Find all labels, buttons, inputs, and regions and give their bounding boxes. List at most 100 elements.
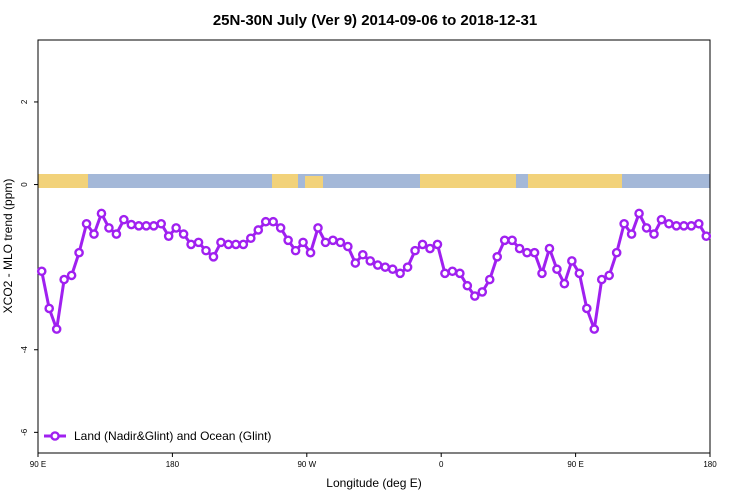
y-tick-label: -4 [20, 346, 29, 354]
y-tick-label: 0 [20, 182, 29, 187]
data-point [529, 247, 540, 258]
land-band [272, 174, 298, 188]
data-point [156, 218, 166, 229]
data-point [111, 229, 122, 239]
data-point [671, 221, 682, 231]
data-point [357, 249, 368, 260]
data-point [133, 221, 144, 231]
land-ocean-strip [38, 174, 710, 188]
data-point [559, 278, 570, 289]
data-point [305, 247, 316, 258]
data-point [582, 303, 592, 314]
data-point [664, 218, 674, 229]
data-point [604, 270, 615, 281]
x-tick-label: 180 [166, 460, 180, 469]
land-band [305, 176, 323, 188]
data-point [96, 208, 107, 219]
data-point [365, 256, 376, 266]
data-point [380, 262, 391, 272]
data-point [484, 274, 495, 285]
data-point [104, 223, 114, 233]
data-point [163, 231, 174, 241]
data-point [626, 229, 637, 239]
data-point [694, 218, 704, 229]
data-point [514, 243, 525, 254]
data-point [619, 218, 629, 229]
land-band [528, 174, 622, 188]
data-point [395, 268, 405, 279]
data-point [260, 216, 271, 227]
data-point [59, 274, 69, 285]
legend-label: Land (Nadir&Glint) and Ocean (Glint) [74, 429, 271, 443]
data-point [410, 245, 420, 256]
data-point [208, 252, 219, 262]
data-point [634, 208, 644, 219]
data-point [186, 239, 196, 250]
data-point [589, 324, 600, 334]
chart-title: 25N-30N July (Ver 9) 2014-09-06 to 2018-… [213, 12, 537, 29]
data-point [611, 247, 622, 258]
data-point [425, 243, 435, 254]
data-point [89, 229, 99, 239]
data-point [216, 237, 226, 248]
data-point [522, 247, 532, 258]
data-point [679, 221, 689, 231]
data-point [268, 216, 279, 227]
x-tick-label: 90 E [30, 460, 46, 469]
y-tick-label: 2 [20, 99, 29, 104]
data-point [328, 235, 338, 246]
data-point [313, 223, 323, 233]
data-point [275, 223, 286, 233]
data-point [171, 223, 181, 233]
y-axis-label: XCO2 - MLO trend (ppm) [1, 179, 15, 314]
data-point [701, 231, 712, 241]
data-point [477, 287, 488, 297]
data-point [343, 241, 353, 252]
data-point [36, 266, 47, 277]
data-point [81, 218, 92, 229]
data-point [231, 239, 241, 250]
data-point [119, 214, 129, 225]
data-point [223, 239, 234, 250]
data-point [402, 262, 413, 272]
data-point [537, 268, 547, 279]
data-point [141, 221, 152, 231]
data-point [238, 239, 249, 250]
land-band [38, 174, 88, 188]
legend-marker [50, 431, 60, 441]
data-point [417, 239, 428, 250]
data-point [253, 225, 264, 235]
data-point [686, 221, 697, 231]
data-point [201, 245, 211, 256]
data-point [440, 268, 450, 279]
data-point [649, 229, 659, 239]
data-point [290, 245, 301, 256]
data-point [469, 291, 480, 301]
data-point [656, 214, 667, 225]
data-point [335, 237, 346, 248]
data-point [298, 237, 308, 248]
plot-frame [37, 39, 711, 454]
data-point [178, 229, 189, 239]
data-point [492, 252, 503, 262]
series-line [40, 209, 708, 330]
data-point [567, 256, 577, 266]
data-point [596, 274, 607, 285]
data-point [544, 243, 555, 254]
data-point [320, 237, 331, 248]
data-point [283, 235, 293, 246]
y-tick-label: -6 [20, 428, 29, 436]
x-tick-label: 180 [703, 460, 717, 469]
data-point [455, 268, 465, 279]
data-point [350, 258, 361, 268]
data-point [432, 239, 443, 250]
data-point [51, 324, 62, 334]
data-point [193, 237, 204, 248]
data-point [126, 219, 137, 230]
data-point [641, 223, 652, 233]
data-point [74, 247, 84, 258]
data-point [507, 235, 517, 246]
data-point [245, 233, 256, 244]
data-point [552, 264, 562, 275]
